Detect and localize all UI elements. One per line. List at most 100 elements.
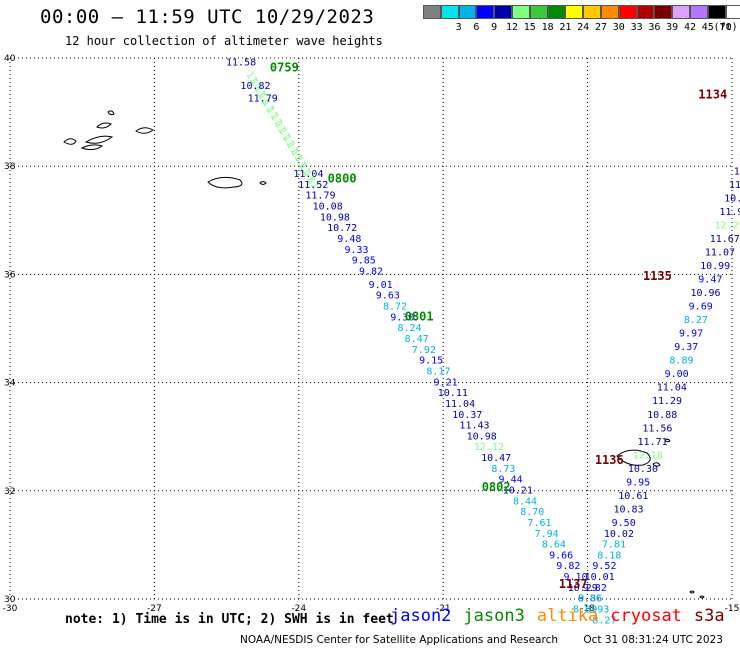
lon-tick-label: -24 — [291, 604, 306, 614]
swh-value-label: 10.82 — [240, 81, 270, 92]
legend-item-s3a: s3a — [693, 606, 725, 626]
swh-value-label: 8.64 — [542, 540, 566, 551]
colorbar-unit: (ft) — [713, 22, 738, 33]
lon-tick-label: -21 — [436, 604, 451, 614]
swh-value-label: 10.02 — [604, 529, 634, 540]
generated-timestamp: Oct 31 08:31:24 UTC 2023 — [583, 634, 723, 646]
swh-value-label: 11.04 — [445, 399, 475, 410]
pass-time-label: 1136 — [595, 453, 624, 467]
jason3-overlap-glyph: 11 — [260, 98, 276, 114]
swh-value-label: 9.47 — [698, 275, 722, 286]
coastline — [63, 138, 77, 145]
colorbar-tick-label: 12 — [505, 22, 519, 33]
swh-value-label: 9.82 — [556, 561, 580, 572]
swh-value-label: 7.81 — [602, 540, 626, 551]
lon-tick-label: -15 — [725, 604, 740, 614]
swh-value-label: 11.58 — [226, 58, 256, 69]
coastline — [80, 144, 104, 151]
swh-value-label: 7.61 — [527, 518, 551, 529]
pass-time-label: 0802 — [482, 480, 511, 494]
swh-value-label: 9.01 — [369, 280, 393, 291]
swh-value-label: 10.21 — [503, 486, 533, 497]
swh-value-label: 11.96 — [719, 207, 740, 218]
swh-value-label: 9.85 — [352, 256, 376, 267]
swh-value-label: 11.07 — [705, 247, 735, 258]
colorbar-tick-label: 18 — [541, 22, 554, 33]
lon-tick-label: -18 — [580, 604, 595, 614]
swh-value-label: 11.56 — [642, 423, 672, 434]
swh-value-label: 11.52 — [734, 166, 740, 177]
swh-value-label: 10.61 — [618, 491, 648, 502]
lon-tick-label: -27 — [147, 604, 162, 614]
colorbar-tick-label: 42 — [683, 22, 697, 33]
swh-value-label: 8.27 — [592, 615, 616, 626]
swh-value-label: 8.93 — [585, 605, 609, 616]
colorbar-tick-label: 33 — [630, 22, 643, 33]
colorbar-swatch — [707, 5, 726, 19]
swh-value-label: 9.10 — [564, 572, 588, 583]
lat-tick-label: 38 — [4, 162, 16, 172]
colorbar-tick-label: 21 — [559, 22, 572, 33]
coastline — [96, 122, 112, 129]
swh-value-label: 8.69 — [573, 605, 597, 616]
colorbar-swatch — [458, 5, 477, 19]
lat-tick-label: 36 — [4, 270, 16, 280]
swh-value-label: 9.48 — [337, 234, 361, 245]
swh-value-label: 8.70 — [520, 507, 544, 518]
pass-time-label: 0801 — [405, 309, 434, 323]
legend-item-jason3: jason3 — [463, 606, 525, 626]
colorbar-swatch — [672, 5, 690, 19]
swh-value-label: 10.72 — [327, 223, 357, 234]
lat-tick-label: 32 — [4, 487, 15, 497]
swh-value-label: 8.44 — [513, 496, 537, 507]
pass-time-label: 1135 — [643, 269, 672, 283]
colorbar-tick-label: 24 — [577, 22, 590, 33]
jason3-overlap-glyph: 11 — [301, 168, 317, 184]
swh-value-label: 11.04 — [293, 169, 323, 180]
jason3-overlap-glyph: 11 — [288, 147, 304, 163]
swh-value-label: 9.82 — [359, 266, 383, 277]
swh-value-label: 9.37 — [674, 342, 698, 353]
coastline — [664, 438, 671, 443]
colorbar-swatch — [440, 5, 459, 19]
coastline — [107, 110, 115, 116]
colorbar-swatch — [636, 5, 655, 19]
pass-time-label: 1137 — [559, 577, 588, 591]
swh-value-label: 10.83 — [613, 504, 643, 515]
swh-value-label: 12.18 — [633, 450, 663, 461]
swh-value-label: 10.30 — [628, 464, 658, 475]
credit-text: NOAA/NESDIS Center for Satellite Applica… — [240, 634, 558, 646]
swh-value-label: 8.73 — [491, 464, 515, 475]
colorbar-swatch — [725, 5, 740, 19]
swh-value-label: 12.12 — [474, 442, 504, 453]
lat-tick-label: 34 — [4, 379, 16, 389]
swh-value-label: 11.04 — [657, 383, 687, 394]
credit-line: NOAA/NESDIS Center for Satellite Applica… — [240, 634, 723, 646]
swh-value-label: 9.15 — [419, 356, 443, 367]
swh-value-label: 9.52 — [592, 561, 616, 572]
swh-value-label: 11.79 — [305, 191, 335, 202]
legend-item-jason2: jason2 — [390, 606, 452, 626]
swh-value-label: 10.01 — [585, 572, 615, 583]
colorbar-tick-label: 36 — [648, 22, 661, 33]
swh-value-label: 8.72 — [383, 302, 407, 313]
swh-value-label: 11.52 — [298, 180, 328, 191]
swh-value-label: 9.97 — [679, 329, 703, 340]
wave-height-colorbar — [423, 5, 740, 19]
swh-value-label: 7.94 — [535, 529, 559, 540]
lon-tick-label: -30 — [3, 604, 18, 614]
swh-value-label: 9.95 — [626, 477, 650, 488]
swh-value-label: 11.43 — [459, 421, 489, 432]
swh-value-label: 10.08 — [313, 201, 343, 212]
colorbar-swatch — [600, 5, 619, 19]
satellite-legend: jason2 jason3 altika cryosat s3a — [390, 606, 725, 626]
coastline — [84, 135, 114, 144]
colorbar-labels: 3 6 9 12 15 18 21 24 27 30 33 36 39 42 45 70 (ft) — [423, 22, 740, 34]
swh-value-label: 10.96 — [690, 288, 720, 299]
swh-value-label: 10.11 — [438, 388, 468, 399]
swh-value-label: 8.86 — [578, 594, 602, 605]
colorbar-tick-label: 3 — [455, 22, 462, 33]
colorbar-swatch — [476, 5, 495, 19]
swh-value-label: 8.47 — [405, 334, 429, 345]
